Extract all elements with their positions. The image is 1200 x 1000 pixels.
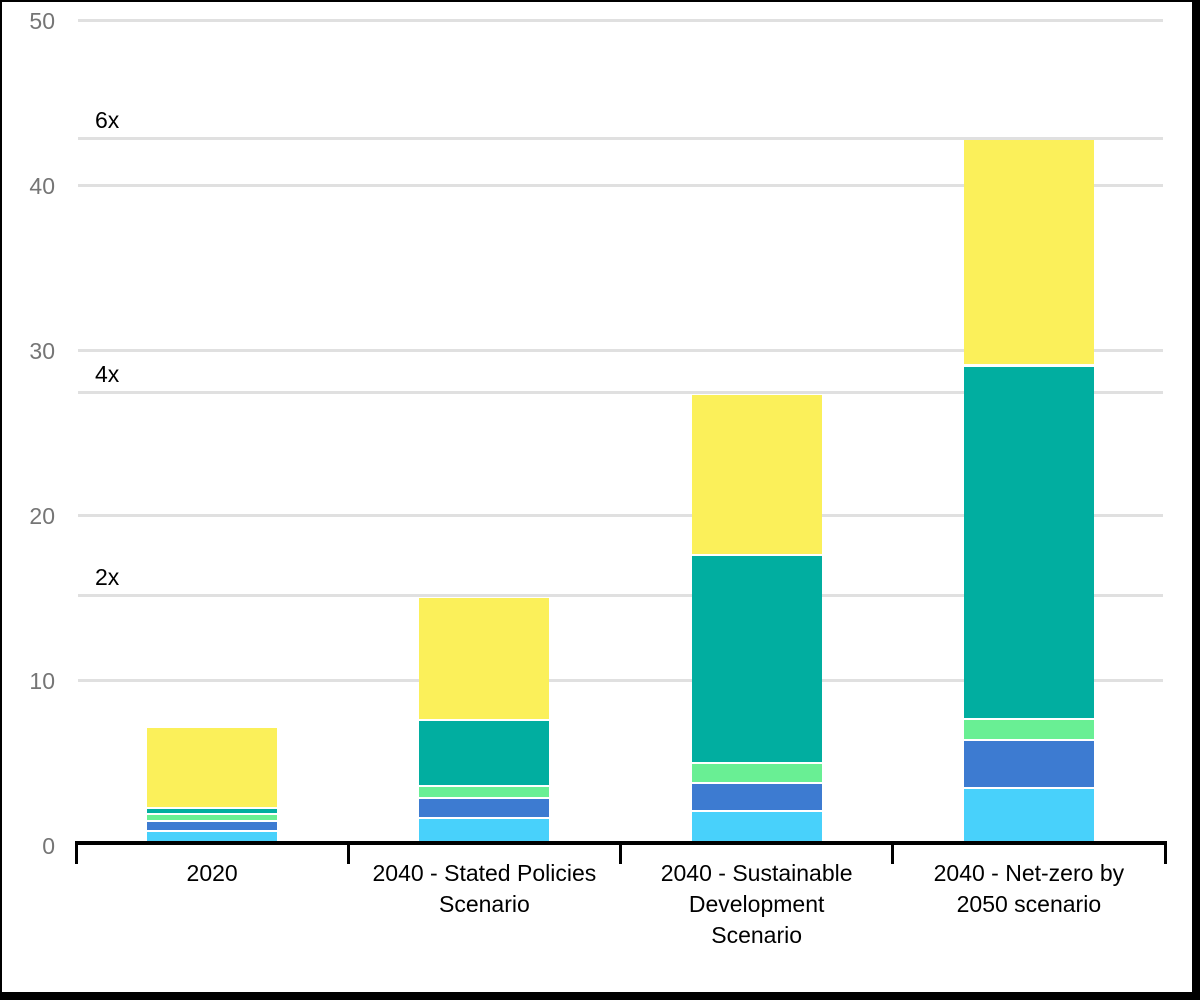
x-category-label: 2040 - Stated Policies Scenario — [372, 860, 597, 917]
gridline — [78, 349, 1163, 352]
bar-segment — [419, 597, 550, 722]
bar — [963, 2, 1094, 845]
bar-segment — [963, 741, 1094, 789]
x-category-label: 2020 — [186, 860, 238, 886]
annotation-label: 6x — [95, 106, 120, 133]
gridline — [78, 184, 1163, 187]
y-tick-label: 20 — [29, 503, 55, 529]
y-tick-label: 50 — [29, 8, 55, 34]
x-axis-tick — [891, 841, 895, 864]
annotation-label: 4x — [95, 361, 120, 388]
bar-segment — [691, 812, 822, 845]
bar-segment — [691, 556, 822, 765]
y-tick-label: 10 — [29, 668, 55, 694]
x-category-label: 2040 - Net-zero by 2050 scenario — [933, 860, 1125, 917]
gridline — [78, 19, 1163, 22]
bar-segment — [419, 721, 550, 788]
x-axis-tick — [74, 841, 78, 864]
x-axis-tick — [1163, 841, 1167, 864]
reference-line — [78, 136, 1163, 140]
bar — [419, 2, 550, 845]
x-axis-tick — [619, 841, 622, 864]
y-tick-label: 40 — [29, 173, 55, 199]
bar-segment — [419, 818, 550, 845]
bar-segment — [963, 788, 1094, 845]
bar-segment — [691, 783, 822, 812]
bar-segment — [963, 719, 1094, 742]
x-category-label: 2040 - Sustainable Development Scenario — [660, 860, 853, 948]
bar-segment — [147, 808, 278, 816]
bar-segment — [691, 764, 822, 784]
y-tick-label: 0 — [42, 833, 55, 859]
bar-segment — [419, 787, 550, 799]
bar — [691, 2, 822, 845]
gridline — [78, 514, 1163, 517]
y-tick-label: 30 — [29, 338, 55, 364]
bar-segment — [147, 727, 278, 809]
bar-segment — [691, 394, 822, 557]
bar-segment — [147, 821, 278, 832]
bar-segment — [963, 140, 1094, 367]
reference-line — [78, 594, 1163, 597]
x-axis-tick — [346, 841, 350, 864]
bar-segment — [147, 815, 278, 822]
bar-segment — [963, 366, 1094, 720]
bar-segment — [419, 798, 550, 819]
gridline — [78, 679, 1163, 682]
bar — [147, 2, 278, 845]
annotation-label: 2x — [95, 564, 120, 590]
reference-line — [78, 391, 1163, 395]
